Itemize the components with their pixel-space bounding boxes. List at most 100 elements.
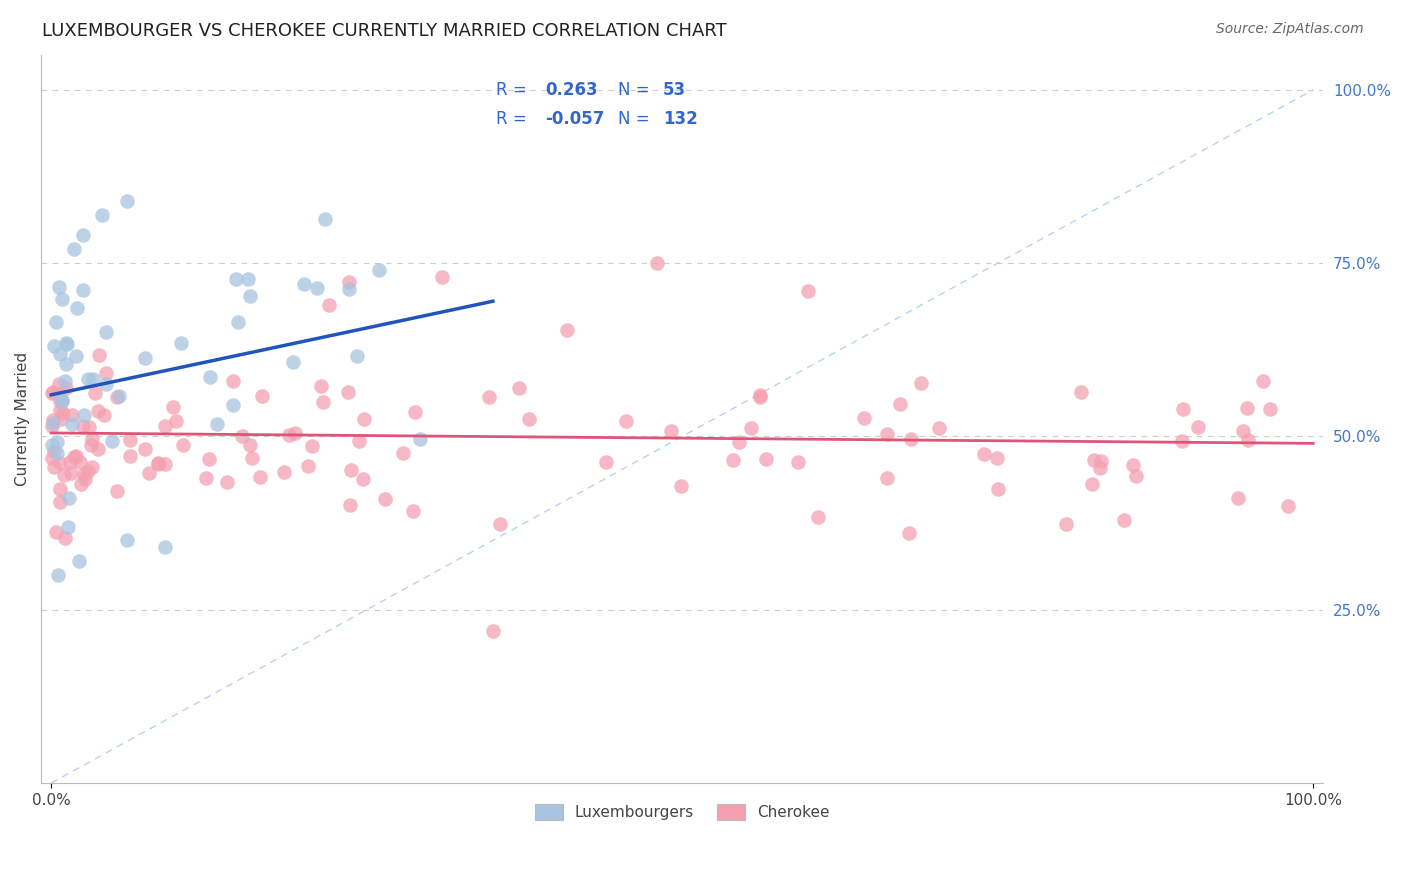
Point [284,426,307,441]
Point [748,388,770,402]
Point [1227,491,1250,505]
Point [45,525,67,540]
Point [353,412,375,426]
Text: 53: 53 [664,80,686,99]
Point [898,526,921,541]
Point [340,462,363,476]
Point [162,400,184,414]
Text: Source: ZipAtlas.com: Source: ZipAtlas.com [1216,22,1364,37]
Point [60,417,83,432]
Point [231,428,253,442]
Point [79,438,101,452]
Point [73,408,96,422]
Point [49,495,72,509]
Point [115,194,138,208]
Point [215,475,238,490]
Point [165,414,187,428]
Point [1070,384,1092,399]
Point [58,491,80,505]
Point [1232,424,1254,438]
Point [42,460,65,475]
Point [1187,419,1209,434]
Point [352,472,374,486]
Point [59,455,82,469]
Point [205,417,228,432]
Point [44,444,66,458]
Point [172,438,194,452]
Point [283,355,305,369]
Point [41,419,63,434]
Point [853,411,876,425]
Point [77,420,100,434]
Point [49,482,72,496]
Point [41,450,63,465]
Point [669,478,692,492]
Y-axis label: Currently Married: Currently Married [15,352,30,486]
Point [1122,458,1144,472]
Point [41,438,63,452]
Point [82,372,104,386]
Point [309,379,332,393]
Point [314,211,336,226]
Point [153,418,176,433]
Point [910,376,932,390]
Point [1054,516,1077,531]
Point [83,385,105,400]
Point [1088,460,1111,475]
Point [239,438,262,452]
Point [60,408,83,422]
Point [659,424,682,438]
Point [55,336,77,351]
Point [391,446,413,460]
Point [1171,401,1194,416]
Point [198,452,221,467]
Text: 132: 132 [664,111,697,128]
Point [42,416,65,430]
Point [337,282,360,296]
Point [49,456,72,470]
Point [42,384,65,399]
Point [65,349,87,363]
Text: R =: R = [496,111,527,128]
Point [408,432,430,446]
Point [49,393,72,408]
Point [72,419,94,434]
Text: 0.263: 0.263 [546,80,598,99]
Point [170,336,193,351]
Point [1258,402,1281,417]
Point [59,466,82,480]
Point [595,455,617,469]
Point [508,381,530,395]
Point [1170,434,1192,449]
Point [374,492,396,507]
Point [134,442,156,456]
Point [1237,433,1260,447]
Point [77,372,100,386]
Point [721,452,744,467]
Point [807,509,830,524]
Point [52,468,75,483]
Point [72,283,94,297]
Point [402,504,425,518]
Point [1277,499,1299,513]
Point [240,450,263,465]
Point [56,520,79,534]
Point [53,531,76,545]
Point [69,455,91,469]
Point [80,459,103,474]
Point [76,464,98,478]
Point [349,434,371,448]
Point [87,442,110,456]
Point [292,277,315,291]
Point [1236,401,1258,416]
Point [221,374,243,388]
Point [51,392,73,407]
Point [305,281,328,295]
Point [46,568,69,582]
Point [49,403,72,417]
Point [120,434,142,448]
Point [138,466,160,480]
Point [105,390,128,404]
Point [748,390,770,404]
Point [146,457,169,471]
